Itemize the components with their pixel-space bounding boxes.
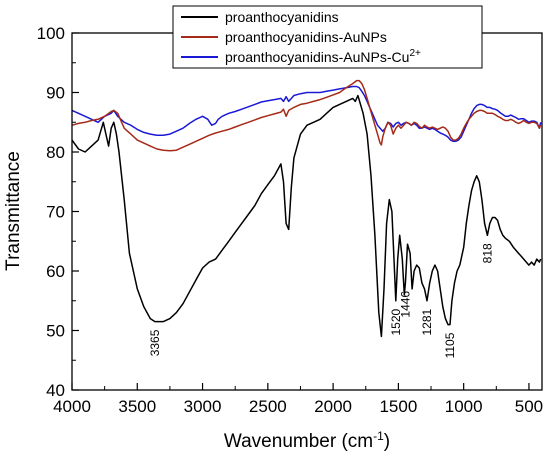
y-tick-label-60: 60 [46, 262, 65, 281]
legend: proanthocyanidins proanthocyanidins-AuNP… [172, 5, 483, 69]
peak-label-1520: 1520 [389, 308, 403, 335]
y-tick-label-70: 70 [46, 203, 65, 222]
x-tick-label-2500: 2500 [249, 397, 287, 416]
legend-label-3-superscript: 2+ [409, 48, 421, 59]
legend-label-1: proanthocyanidins [225, 9, 339, 25]
x-tick-label-2000: 2000 [314, 397, 352, 416]
x-axis-title-close: ) [384, 431, 390, 452]
y-tick-label-80: 80 [46, 143, 65, 162]
legend-label-3: proanthocyanidins-AuNPs-Cu2+ [225, 48, 421, 65]
peak-label-1105: 1105 [443, 332, 457, 358]
series-line-2 [71, 79, 542, 152]
peak-label-3365: 3365 [148, 329, 162, 356]
tick-labels: 4000 3500 3000 2500 2000 1500 1000 500 40 50 60 70 8… [37, 24, 544, 416]
legend-box [172, 5, 483, 69]
x-axis-title-superscript: -1 [373, 429, 384, 443]
y-tick-label-100: 100 [37, 24, 65, 43]
peak-label-1446: 1446 [398, 291, 412, 318]
x-tick-label-3000: 3000 [184, 397, 222, 416]
series-lines [71, 79, 542, 338]
x-axis-title-text: Wavenumber (cm [224, 431, 373, 452]
x-axis-title: Wavenumber (cm-1) [224, 429, 390, 452]
y-tick-label-90: 90 [46, 84, 65, 103]
y-tick-label-40: 40 [46, 381, 65, 400]
x-tick-label-1000: 1000 [445, 397, 483, 416]
peak-label-818: 818 [480, 243, 494, 263]
series-line-1 [71, 94, 542, 338]
y-tick-label-50: 50 [46, 322, 65, 341]
legend-label-3-text: proanthocyanidins-AuNPs-Cu [225, 49, 409, 65]
x-tick-label-3500: 3500 [118, 397, 156, 416]
y-axis-title: Transmittance [3, 151, 24, 271]
x-tick-label-1500: 1500 [379, 397, 417, 416]
peak-label-1281: 1281 [420, 308, 434, 335]
x-tick-label-500: 500 [515, 397, 543, 416]
legend-label-2: proanthocyanidins-AuNPs [225, 29, 387, 45]
x-tick-label-4000: 4000 [53, 397, 91, 416]
